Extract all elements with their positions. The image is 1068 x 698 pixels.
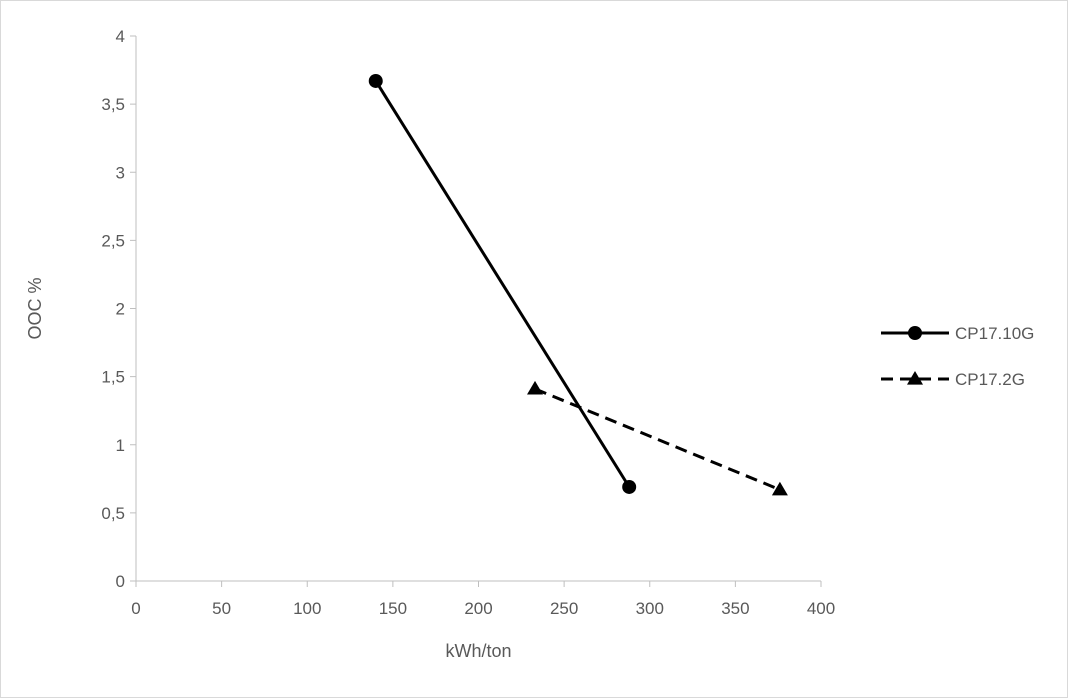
legend-item: CP17.2G xyxy=(881,370,1025,389)
x-tick-label: 100 xyxy=(293,599,321,618)
data-point xyxy=(622,479,637,494)
legend-marker xyxy=(907,371,923,385)
y-axis-title: OOC % xyxy=(25,277,45,339)
legend-label: CP17.10G xyxy=(955,324,1034,343)
x-tick-label: 400 xyxy=(807,599,835,618)
x-tick-label: 150 xyxy=(379,599,407,618)
series-CP17.2G xyxy=(527,380,788,496)
legend: CP17.10G CP17.2G xyxy=(881,324,1034,389)
x-tick-label: 300 xyxy=(636,599,664,618)
y-tick-label: 1,5 xyxy=(101,368,125,387)
data-point xyxy=(771,481,788,496)
series-line xyxy=(534,387,781,492)
y-tick-label: 3,5 xyxy=(101,95,125,114)
data-point xyxy=(527,380,544,395)
data-point xyxy=(368,73,383,88)
y-tick-label: 4 xyxy=(116,27,125,46)
plot-area xyxy=(368,73,788,496)
y-tick-label: 1 xyxy=(116,436,125,455)
y-tick-label: 0 xyxy=(116,572,125,591)
y-axis: 0 0,5 1 1,5 2 2,5 3 3,5 4 xyxy=(101,27,137,591)
x-axis-title: kWh/ton xyxy=(445,641,511,661)
series-CP17.10G xyxy=(368,73,637,494)
x-tick-label: 50 xyxy=(212,599,231,618)
y-tick-label: 2,5 xyxy=(101,231,125,250)
series-line xyxy=(374,80,631,488)
x-tick-label: 250 xyxy=(550,599,578,618)
x-axis: 0 50 100 150 200 250 300 350 400 xyxy=(131,580,835,618)
x-tick-label: 350 xyxy=(721,599,749,618)
y-tick-label: 3 xyxy=(116,163,125,182)
legend-label: CP17.2G xyxy=(955,370,1025,389)
legend-marker xyxy=(908,326,922,340)
y-tick-label: 2 xyxy=(116,300,125,319)
y-tick-label: 0,5 xyxy=(101,504,125,523)
x-tick-label: 0 xyxy=(131,599,140,618)
legend-item: CP17.10G xyxy=(881,324,1034,343)
x-tick-label: 200 xyxy=(464,599,492,618)
